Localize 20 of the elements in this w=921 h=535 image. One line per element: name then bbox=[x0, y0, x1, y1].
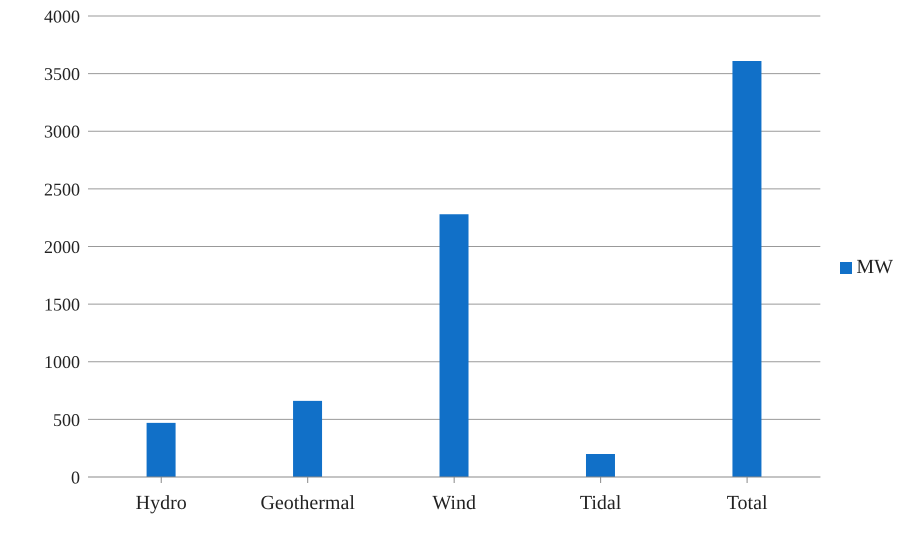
legend-label: MW bbox=[856, 256, 893, 278]
x-tick-label: Total bbox=[726, 492, 768, 514]
y-tick-label: 3000 bbox=[44, 122, 80, 142]
y-tick-label: 1000 bbox=[44, 352, 80, 372]
y-tick-label: 4000 bbox=[44, 6, 80, 26]
bar bbox=[732, 60, 762, 477]
x-tick-label: Wind bbox=[432, 492, 476, 514]
x-tick-label: Hydro bbox=[136, 492, 187, 514]
y-tick-label: 2500 bbox=[44, 179, 80, 200]
y-tick-label: 2000 bbox=[44, 236, 80, 257]
x-tick-label: Geothermal bbox=[260, 492, 356, 514]
y-tick-label: 3500 bbox=[44, 64, 80, 84]
y-tick-label: 0 bbox=[71, 467, 80, 488]
y-tick-label: 1500 bbox=[44, 294, 80, 315]
bar bbox=[293, 400, 322, 477]
bar bbox=[586, 454, 615, 477]
y-tick-label: 500 bbox=[53, 410, 80, 430]
bar bbox=[146, 422, 176, 477]
x-tick-label: Tidal bbox=[580, 492, 622, 514]
bar bbox=[440, 214, 469, 477]
